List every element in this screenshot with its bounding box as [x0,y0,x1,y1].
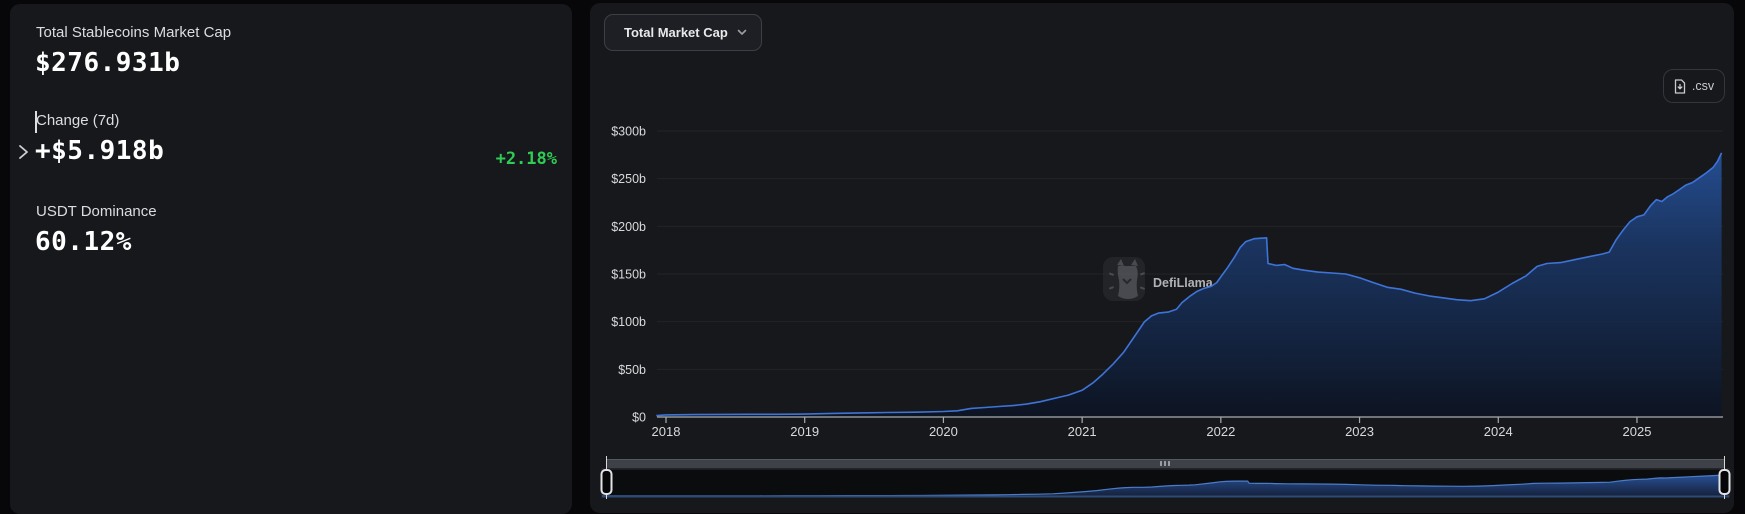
change-7d-percent: +2.18% [495,149,557,169]
brush-handle-left[interactable] [600,469,613,495]
metric-dropdown-label: Total Market Cap [624,25,728,40]
y-tick-label: $150b [611,268,646,282]
mini-area-line [601,473,1730,497]
y-tick-label: $100b [611,315,646,329]
change-7d-label: Change (7d) [36,112,120,129]
market-cap-chart[interactable]: $300b $250b $200b $150b $100b $50b $0 DefiLlam… [590,3,1734,508]
usdt-dominance-label: USDT Dominance [36,203,157,220]
panel-collapse-button[interactable] [15,143,31,161]
area-series-fill [656,152,1722,417]
stats-panel: Total Stablecoins Market Cap $276.931b C… [10,4,572,514]
datazoom-grip-dash[interactable] [1164,461,1166,466]
x-tick-label: 2024 [1484,424,1513,439]
brush-handle-right[interactable] [1718,469,1731,495]
datazoom-grip-dash[interactable] [1168,461,1170,466]
chart-watermark: DefiLlama [1103,257,1214,301]
y-tick-label: $200b [611,220,646,234]
x-tick-label: 2018 [652,424,681,439]
area-series-line [656,152,1723,417]
y-tick-label: $300b [611,125,646,139]
x-tick-label: 2021 [1068,424,1097,439]
x-tick-label: 2023 [1345,424,1374,439]
download-csv-button[interactable]: .csv [1663,69,1725,103]
file-download-icon [1674,78,1686,94]
datazoom-slider[interactable] [600,456,1731,499]
chart-y-axis-labels: $300b $250b $200b $150b $100b $50b $0 [611,125,646,425]
metric-dropdown[interactable]: Total Market Cap [604,14,762,51]
y-tick-label: $0 [632,411,646,425]
x-tick-label: 2019 [790,424,819,439]
x-tick-label: 2020 [929,424,958,439]
chart-panel: $300b $250b $200b $150b $100b $50b $0 DefiLlam… [590,3,1734,513]
y-tick-label: $250b [611,172,646,186]
chart-x-axis: 2018 2019 2020 2021 2022 2023 2024 2025 [652,416,1723,439]
change-7d-value: +$5.918b [35,136,165,166]
x-tick-label: 2025 [1623,424,1652,439]
x-tick-label: 2022 [1206,424,1235,439]
market-cap-value: $276.931b [35,48,181,78]
text-cursor [35,111,37,133]
usdt-dominance-value: 60.12% [35,227,132,257]
y-tick-label: $50b [618,363,646,377]
chevron-down-icon [737,29,747,35]
mini-area-fill [602,474,1729,496]
csv-button-label: .csv [1691,79,1715,93]
market-cap-label: Total Stablecoins Market Cap [36,24,232,41]
chevron-right-icon [19,145,28,159]
datazoom-grip-dash[interactable] [1160,461,1162,466]
watermark-text: DefiLlama [1153,276,1214,290]
